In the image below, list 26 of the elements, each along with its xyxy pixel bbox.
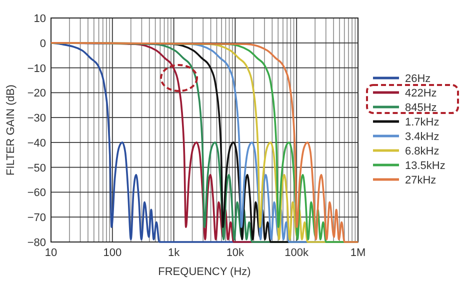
x-tick-label: 10 <box>44 247 58 259</box>
x-tick-label: 100 <box>103 247 122 259</box>
legend-label: 6.8kHz <box>405 146 440 158</box>
x-axis-title: FREQUENCY (Hz) <box>158 266 251 278</box>
y-tick-label: −50 <box>27 162 46 174</box>
legend-label: 26Hz <box>405 73 431 85</box>
y-tick-label: −10 <box>27 62 46 75</box>
x-tick-label: 1M <box>350 247 366 259</box>
legend-label: 1.7kHz <box>405 116 440 128</box>
legend-label: 845Hz <box>405 102 437 114</box>
y-tick-label: −40 <box>27 137 46 150</box>
y-axis-title: FILTER GAIN (dB) <box>5 84 17 176</box>
legend-label: 422Hz <box>405 88 437 100</box>
legend-label: 13.5kHz <box>405 160 446 172</box>
legend-label: 3.4kHz <box>405 131 440 143</box>
y-tick-label: −30 <box>27 112 46 125</box>
y-tick-label: −20 <box>27 88 46 100</box>
y-tick-label: −70 <box>27 212 46 224</box>
x-tick-label: 10k <box>226 247 245 259</box>
x-tick-label: 1k <box>168 247 180 259</box>
legend-label: 27kHz <box>405 174 436 186</box>
y-tick-label: −60 <box>27 187 46 200</box>
y-tick-label: −80 <box>27 237 46 249</box>
y-tick-label: 10 <box>34 13 46 25</box>
x-tick-label: 100k <box>284 247 310 259</box>
y-tick-label: 0 <box>40 38 46 50</box>
